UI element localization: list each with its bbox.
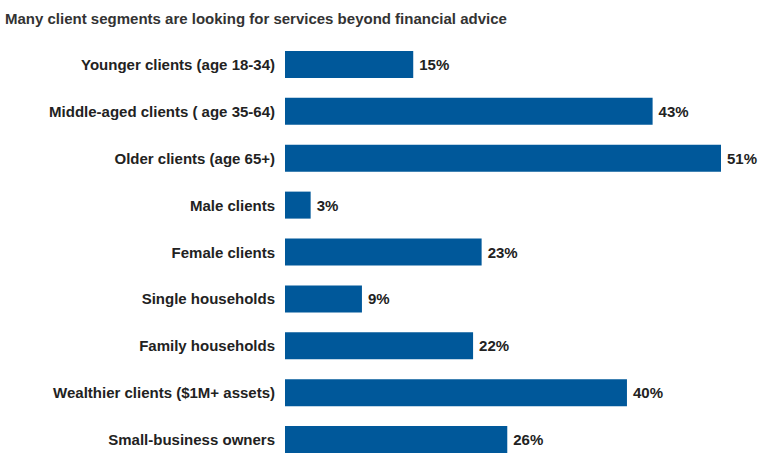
svg-text:Single households: Single households: [142, 290, 275, 307]
svg-text:Many client segments are looki: Many client segments are looking for ser…: [5, 10, 507, 27]
svg-text:Older clients (age 65+): Older clients (age 65+): [115, 150, 275, 167]
svg-text:Female clients: Female clients: [172, 244, 275, 261]
svg-text:9%: 9%: [368, 290, 390, 307]
svg-text:23%: 23%: [488, 244, 518, 261]
svg-text:22%: 22%: [479, 337, 509, 354]
svg-text:3%: 3%: [317, 197, 339, 214]
svg-text:Male clients: Male clients: [190, 197, 275, 214]
svg-text:Family households: Family households: [139, 337, 275, 354]
svg-text:Younger clients (age 18-34): Younger clients (age 18-34): [81, 56, 275, 73]
svg-text:Middle-aged clients ( age 35-6: Middle-aged clients ( age 35-64): [49, 103, 275, 120]
svg-text:43%: 43%: [659, 103, 689, 120]
svg-text:40%: 40%: [633, 384, 663, 401]
svg-text:15%: 15%: [419, 56, 449, 73]
svg-text:Small-business owners: Small-business owners: [108, 431, 275, 448]
svg-text:Wealthier clients ($1M+ assets: Wealthier clients ($1M+ assets): [53, 384, 275, 401]
svg-text:26%: 26%: [513, 431, 543, 448]
svg-text:51%: 51%: [727, 150, 757, 167]
